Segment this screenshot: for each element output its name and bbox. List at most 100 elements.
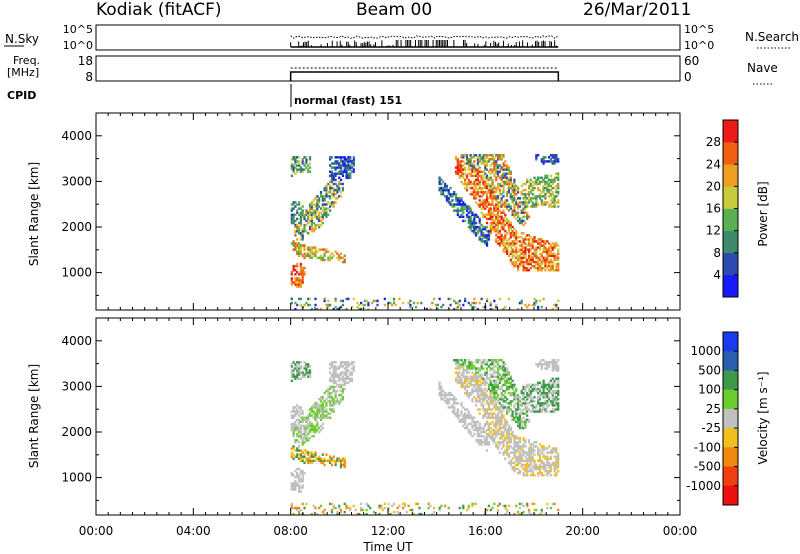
power-cell-1883 — [548, 203, 551, 206]
power-cell-1866 — [546, 184, 549, 188]
velocity-cell-1906 — [548, 469, 551, 473]
velocity-cell-796 — [464, 426, 467, 430]
power-cell-732 — [460, 213, 463, 217]
velocity-cell-50 — [292, 375, 295, 378]
power-cell-1042 — [485, 236, 489, 239]
power-cell-69 — [294, 162, 297, 165]
power-cell-314 — [316, 203, 319, 206]
velocity-cell-959 — [478, 439, 481, 442]
velocity-cell-225 — [305, 459, 308, 463]
freq-tick-top: 18 — [78, 54, 93, 68]
velocity-cell-410 — [327, 416, 330, 419]
velocity-cell-1932 — [549, 455, 553, 458]
power-cell-1161 — [493, 191, 496, 194]
power-cell-1099 — [489, 221, 492, 225]
velocity-cell-872 — [471, 435, 474, 438]
velocity-cell-1899 — [546, 387, 549, 391]
velocity-cell-1406 — [507, 402, 511, 405]
velocity-cell-372 — [321, 510, 324, 514]
power-cell-624 — [436, 307, 439, 311]
power-cell-697 — [456, 305, 459, 309]
power-cell-1402 — [509, 246, 512, 249]
power-cell-1312 — [502, 180, 505, 184]
power-cell-1912 — [549, 160, 553, 163]
velocity-cell-99 — [296, 418, 299, 422]
power-cell-580 — [352, 158, 355, 161]
velocity-cell-1234 — [496, 385, 500, 389]
velocity-cell-1393 — [507, 445, 511, 448]
velocity-cell-528 — [338, 365, 341, 368]
power-cell-43 — [292, 158, 295, 161]
power-cell-751 — [462, 215, 465, 219]
velocity-cell-1656 — [526, 414, 529, 417]
power-cell-834 — [469, 168, 472, 171]
power-cell-851 — [471, 193, 474, 196]
velocity-cell-1263 — [498, 387, 501, 391]
velocity-cell-42 — [292, 426, 295, 430]
power-cell-1352 — [506, 242, 509, 245]
velocity-cell-1476 — [513, 416, 516, 419]
power-cell-867 — [473, 227, 476, 231]
power-cell-1939 — [551, 154, 554, 157]
velocity-cell-1198 — [495, 404, 498, 407]
power-cell-1710 — [533, 240, 536, 243]
velocity-cell-1412 — [507, 377, 511, 380]
velocity-cell-1593 — [522, 467, 525, 471]
power-cell-1181 — [495, 221, 498, 225]
velocity-cell-939 — [476, 420, 480, 424]
power-cell-72 — [294, 156, 297, 159]
velocity-cell-405 — [325, 404, 328, 407]
velocity-cell-1181 — [493, 369, 496, 372]
velocity-cell-2021 — [555, 365, 558, 368]
power-cell-725 — [458, 170, 461, 173]
velocity-cell-1729 — [531, 404, 534, 407]
velocity-cell-12 — [290, 447, 293, 450]
power-cell-567 — [349, 158, 352, 161]
power-cell-753 — [462, 209, 465, 212]
velocity-cell-1509 — [515, 393, 518, 397]
velocity-cell-924 — [475, 377, 478, 380]
velocity-cell-559 — [341, 371, 345, 374]
velocity-cell-1648 — [526, 465, 529, 469]
power-cell-1360 — [506, 203, 509, 206]
velocity-cell-1338 — [504, 426, 507, 430]
velocity-cell-1163 — [493, 422, 496, 426]
power-cell-1568 — [522, 262, 525, 266]
power-cell-451 — [334, 305, 337, 309]
power-cell-303 — [314, 203, 317, 206]
power-cell-1327 — [504, 242, 507, 245]
velocity-cell-963 — [478, 426, 481, 430]
velocity-cell-287 — [310, 455, 313, 458]
velocity-cell-1131 — [491, 437, 494, 440]
power-cell-564 — [349, 166, 352, 169]
power-cell-1818 — [542, 195, 545, 198]
velocity-cell-1983 — [553, 400, 556, 403]
velocity-cell-1681 — [527, 420, 531, 424]
velocity-cell-692 — [444, 393, 447, 397]
power-cell-1012 — [484, 236, 487, 239]
power-cell-1997 — [557, 205, 560, 208]
power-cell-218 — [305, 160, 308, 163]
power-cell-1126 — [491, 219, 494, 223]
power-cell-1816 — [542, 203, 545, 206]
velocity-cell-1318 — [502, 393, 505, 397]
power-cell-1047 — [485, 217, 489, 221]
velocity-cell-1200 — [495, 398, 498, 401]
velocity-cell-500 — [334, 365, 337, 368]
power-cell-890 — [475, 301, 478, 305]
velocity-cell-1153 — [491, 361, 494, 364]
power-cell-1820 — [542, 188, 545, 192]
power-cell-900 — [475, 195, 478, 198]
power-cell-154 — [299, 211, 303, 214]
power-cell-1982 — [555, 160, 558, 163]
power-cell-770 — [464, 207, 467, 210]
power-cell-51 — [294, 273, 297, 276]
velocity-cell-495 — [334, 375, 337, 378]
velocity-cell-934 — [476, 435, 480, 438]
velocity-cell-1353 — [504, 371, 507, 374]
power-cell-482 — [338, 258, 341, 262]
velocity-cell-1861 — [544, 467, 547, 471]
velocity-cell-1292 — [500, 385, 503, 389]
velocity-cell-169 — [299, 406, 303, 409]
velocity-cell-1249 — [498, 437, 501, 440]
